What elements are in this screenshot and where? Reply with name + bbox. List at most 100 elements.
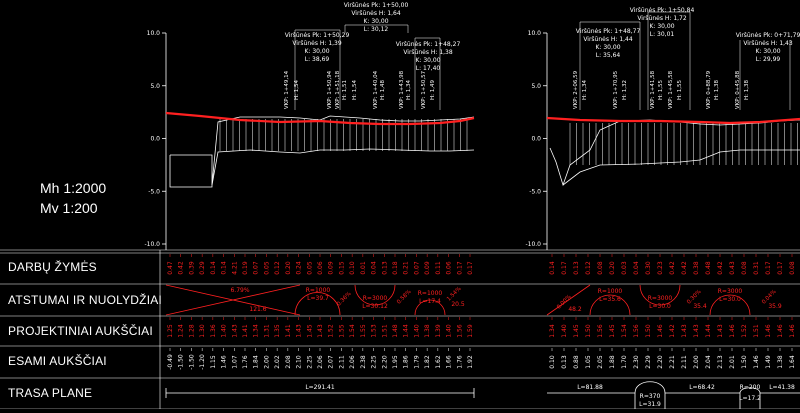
left-vertical-curve [414,299,446,316]
left-projektiniai-value: 1.51 [381,324,388,338]
right-projektiniai-value: 1.34 [549,324,556,338]
right-projektiniai-value: 1.54 [621,324,628,338]
left-darbu-zymes-value: 0.09 [328,261,335,275]
y-tick-label: 5.0 [531,83,541,90]
left-annotation-b-text: Viršūnės H: 1,38 [403,49,453,56]
left-darbu-zymes-value: 0.07 [253,261,260,275]
right-darbu-zymes-value: 0.13 [573,261,580,275]
right-projektiniai-value: 1.43 [693,324,700,338]
left-curve-length: L=39.7 [307,295,329,302]
right-vkp-label: H: 1,55 [677,80,683,100]
left-vkp-label: H: 1,54 [352,80,358,100]
left-esami-value: -1.20 [199,354,206,370]
right-esami-value: 1.05 [585,355,592,369]
left-esami-value: 1.46 [221,355,228,369]
left-esami-value: 2.25 [371,355,378,369]
left-darbu-zymes-value: 0.14 [210,261,217,275]
y-tick-label: 0.0 [531,136,541,143]
left-projektiniai-value: 1.55 [338,324,345,338]
right-design-line [546,116,800,125]
left-darbu-zymes-value: 4.21 [231,261,238,275]
right-annotation-a-text: K: 30,00 [595,44,620,51]
right-annotation-a-text: Viršūnės Pk: 1+48,77 [576,28,641,35]
right-projektiniai-value: 1.56 [633,324,640,338]
right-curve-length: L=30.0 [719,296,741,303]
right-vkp-label: H: 1,55 [658,80,664,100]
left-slope-label: 6.79% [230,287,249,294]
right-projektiniai-value: 1.46 [789,324,796,338]
left-esami-value: 2.38 [360,355,367,369]
right-slope-length: 35.4 [693,303,707,310]
left-projektiniai-value: 1.43 [317,324,324,338]
right-esami-value: 1.70 [621,355,628,369]
left-darbu-zymes-value: 0.18 [392,261,399,275]
left-curve-length: L=30.12 [362,303,388,310]
left-projektiniai-value: 1.40 [413,324,420,338]
left-darbu-zymes-value: 0.04 [371,261,378,275]
horizontal-scale-label: Mh 1:2000 [40,180,107,196]
left-vkp-label: H: 1,48 [380,80,386,100]
left-top-annotation-text: Viršūnės H: 1,64 [351,10,401,17]
left-existing-top [211,115,475,186]
left-curve-radius: R=1000 [306,287,331,294]
left-projektiniai-value: 1.31 [263,324,270,338]
right-slope-length: 48.2 [568,306,582,313]
left-projektiniai-value: 1.30 [199,324,206,338]
left-darbu-zymes-value: 0.01 [360,261,367,275]
left-projektiniai-value: 1.39 [435,324,442,338]
left-esami-value: -0.49 [167,354,174,370]
right-vkp-label: VKP: 0+88,79 [706,70,712,109]
left-annotation-b-text: Viršūnės Pk: 1+48,27 [396,41,461,48]
y-tick-label: -10.0 [525,241,541,248]
y-tick-label: -5.0 [148,188,160,195]
left-annotation-a-text: Viršūnės H: 1,39 [292,40,342,47]
left-esami-value: 2.07 [328,355,335,369]
right-vkp-label: H: 1,38 [714,80,720,100]
right-darbu-zymes-value: 0.17 [777,261,784,275]
right-projektiniai-value: 1.45 [573,324,580,338]
right-projektiniai-value: 1.43 [681,324,688,338]
left-projektiniai-value: 1.54 [349,324,356,338]
right-darbu-zymes-value: 0.08 [741,261,748,275]
left-vertical-curve [354,284,396,306]
left-darbu-zymes-value: 0.20 [285,261,292,275]
left-esami-value: -1.50 [188,354,195,370]
left-vertical-curve [294,292,341,316]
right-curve-length: L=30.0 [649,303,671,310]
right-esami-value: 1.88 [609,355,616,369]
left-curve-length: L=17.4 [419,298,441,305]
left-top-annotation-text: K: 30,00 [363,18,388,25]
left-projektiniai-value: 1.43 [231,324,238,338]
right-esami-value: 2.01 [729,355,736,369]
left-darbu-zymes-value: 0.21 [403,261,410,275]
right-vkp-label: VKP: 0+45,88 [735,70,741,109]
left-design-line [165,111,475,126]
right-darbu-zymes-value: 0.23 [657,261,664,275]
left-esami-value: 1.07 [231,355,238,369]
left-darbu-zymes-value: 0.13 [381,261,388,275]
right-darbu-zymes-value: 0.20 [609,261,616,275]
right-projektiniai-value: 1.46 [765,324,772,338]
left-slope-label: 0.58% [396,289,413,306]
left-projektiniai-value: 1.44 [403,324,410,338]
left-projektiniai-value: 1.24 [178,324,185,338]
right-darbu-zymes-value: 0.42 [669,261,676,275]
left-esami-value: 2.08 [285,355,292,369]
left-vkp-label: VKP: 1+40,04 [373,70,379,109]
right-projektiniai-value: 1.51 [753,324,760,338]
right-darbu-zymes-value: 0.31 [753,261,760,275]
right-esami-value: 2.00 [693,355,700,369]
left-annotation-b-text: L: 17,40 [416,65,441,72]
right-darbu-zymes-value: 0.03 [621,261,628,275]
right-projektiniai-value: 1.46 [729,324,736,338]
left-esami-value: 2.06 [349,355,356,369]
y-tick-label: -5.0 [529,188,541,195]
left-darbu-zymes-value: 0.05 [263,261,270,275]
left-projektiniai-value: 1.45 [306,324,313,338]
